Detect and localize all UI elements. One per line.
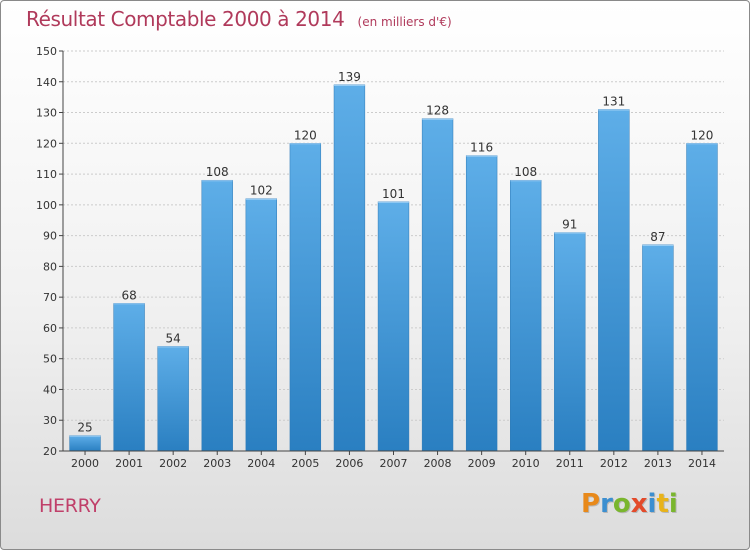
x-tick-label: 2010 (512, 457, 540, 470)
data-label: 120 (294, 128, 317, 142)
x-tick-label: 2005 (291, 457, 319, 470)
y-tick-label: 100 (36, 199, 57, 212)
x-tick-label: 2014 (688, 457, 716, 470)
x-tick-label: 2003 (203, 457, 231, 470)
chart-subtitle: (en milliers d'€) (357, 15, 452, 29)
bar-2014 (686, 143, 718, 452)
y-tick-label: 110 (36, 168, 57, 181)
brand-letter: x (630, 489, 648, 519)
x-tick-label: 2008 (424, 457, 452, 470)
data-label: 25 (77, 421, 92, 435)
x-tick-label: 2013 (644, 457, 672, 470)
y-tick-label: 40 (43, 383, 57, 396)
data-label: 101 (382, 187, 405, 201)
y-tick-label: 20 (43, 445, 57, 458)
bar-2004 (245, 198, 277, 452)
data-label: 139 (338, 70, 361, 84)
bar-2008 (421, 118, 454, 452)
data-label: 128 (426, 104, 449, 118)
x-tick-label: 2012 (600, 457, 628, 470)
data-label: 108 (514, 165, 537, 179)
x-tick-label: 2002 (159, 457, 187, 470)
chart-title-row: Résultat Comptable 2000 à 2014 (en milli… (26, 7, 452, 31)
bar-2001 (113, 303, 145, 452)
bar-2002 (157, 346, 189, 452)
y-tick-label: 50 (43, 353, 57, 366)
bar-2003 (201, 179, 233, 452)
x-tick-label: 2009 (468, 457, 496, 470)
bars (69, 84, 718, 452)
x-tick-label: 2001 (115, 457, 143, 470)
bar-2012 (598, 109, 630, 452)
bar-2010 (510, 179, 542, 452)
bar-2005 (289, 143, 322, 452)
brand-letter: i (647, 489, 657, 519)
x-tick-label: 2004 (247, 457, 275, 470)
data-label: 102 (250, 184, 273, 198)
data-label: 131 (602, 94, 625, 108)
y-tick-label: 140 (36, 76, 57, 89)
x-tick-label: 2007 (380, 457, 408, 470)
brand-logo: Proxiti (581, 489, 678, 519)
data-label: 87 (650, 230, 665, 244)
brand-letter: P (581, 489, 601, 519)
chart-title: Résultat Comptable 2000 à 2014 (26, 7, 345, 31)
brand-letter: o (612, 489, 631, 519)
bar-2013 (642, 244, 674, 452)
brand-letter: i (668, 489, 678, 519)
y-tick-label: 30 (43, 414, 57, 427)
data-labels: 25 68 54 108 102 120 139 101 128 116 108 91 131 87 120 (77, 70, 713, 435)
x-tick-label: 2011 (556, 457, 584, 470)
data-label: 108 (206, 165, 229, 179)
y-tick-label: 150 (36, 45, 57, 58)
data-label: 116 (470, 141, 493, 155)
bar-2007 (377, 201, 410, 452)
y-tick-label: 60 (43, 322, 57, 335)
data-label: 120 (691, 128, 714, 142)
brand-letter: t (656, 489, 669, 519)
data-label: 68 (121, 288, 136, 302)
commune-name: HERRY (39, 495, 101, 517)
bar-2006 (333, 84, 366, 452)
y-tick-label: 90 (43, 230, 57, 243)
x-tick-label: 2006 (335, 457, 363, 470)
y-tick-label: 80 (43, 260, 57, 273)
data-label: 54 (166, 331, 181, 345)
y-tick-label: 120 (36, 137, 57, 150)
axes: 20 30 40 50 60 70 80 90 100 110 120 130 140 150 2000 20… (36, 45, 724, 470)
bar-2000 (69, 435, 101, 452)
y-tick-label: 70 (43, 291, 57, 304)
y-tick-label: 130 (36, 107, 57, 120)
bar-2009 (465, 155, 498, 452)
data-label: 91 (562, 218, 577, 232)
bar-2011 (554, 232, 586, 452)
brand-letter: r (600, 489, 613, 519)
x-tick-label: 2000 (71, 457, 99, 470)
